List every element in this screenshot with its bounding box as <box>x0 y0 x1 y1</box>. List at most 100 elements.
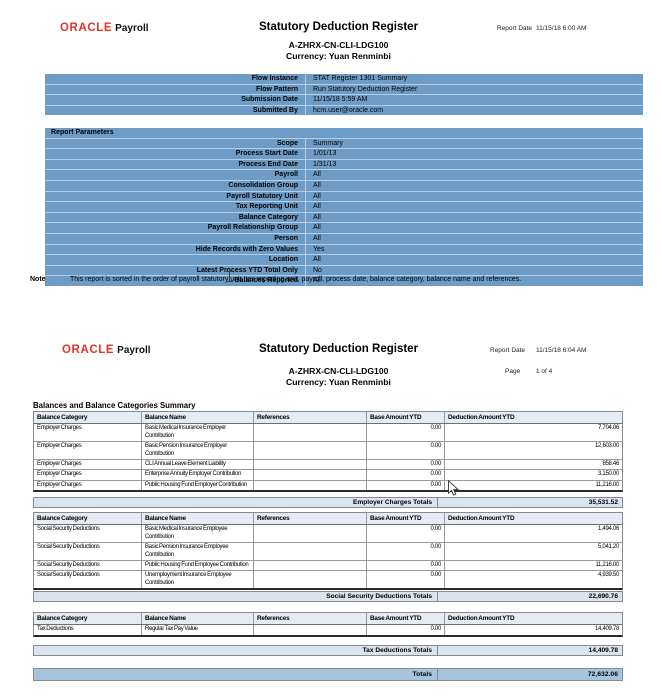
base-amount-cell: 0.00 <box>367 625 445 635</box>
references-cell <box>254 460 367 470</box>
parameter-row: Payroll Statutory Unit All <box>45 191 643 203</box>
balance-name-cell: Basic Pension Insurance Employee Contrib… <box>142 543 254 561</box>
balance-category-cell: Social Security Deductions <box>34 571 142 589</box>
column-header-references: References <box>254 613 367 625</box>
totals-value: 14,409.78 <box>588 647 618 654</box>
parameter-label: Payroll Relationship Group <box>207 224 298 232</box>
column-header-base-amount: Base Amount YTD <box>367 513 445 525</box>
parameter-label: Person <box>274 234 298 242</box>
references-cell <box>254 543 367 561</box>
table-row: Employer Charges Public Housing Fund Emp… <box>34 480 622 491</box>
parameter-row: Tax Reporting Unit All <box>45 202 643 213</box>
flow-info-label: Flow Instance <box>251 75 298 82</box>
balance-category-cell: Social Security Deductions <box>34 525 142 543</box>
page1-currency-line: Currency: Yuan Renminbi <box>286 51 391 61</box>
parameter-label: Payroll Statutory Unit <box>226 192 298 200</box>
table-row: Social Security Deductions Basic Pension… <box>34 543 622 562</box>
parameter-row: Latest Process YTD Total Only No <box>45 265 643 277</box>
parameter-row: Scope Summary <box>45 138 643 150</box>
flow-info-row: Submitted By hcm.user@oracle.com <box>45 105 643 116</box>
oracle-payroll-logo: ORACLE Payroll <box>60 22 149 34</box>
page2-report-subtitle: A-ZHRX-CN-CLI-LDG100 <box>288 366 389 376</box>
deduction-amount-cell: 858.46 <box>602 461 619 468</box>
balance-name-cell: Basic Medical Insurance Employer Contrib… <box>142 424 254 442</box>
employer-charges-rows: Employer Charges Basic Medical Insurance… <box>34 424 622 491</box>
report-parameters-header: Report Parameters <box>45 128 643 139</box>
parameter-row: Process Start Date 1/01/13 <box>45 149 643 160</box>
balance-name-cell: Regular Tax Pay Value <box>142 625 254 635</box>
table-header-row: Balance Category Balance Name References… <box>34 513 622 526</box>
totals-label: Social Security Deductions Totals <box>34 592 438 601</box>
parameter-label: Hide Records with Zero Values <box>195 245 298 253</box>
balance-category-cell: Employer Charges <box>34 470 142 480</box>
balance-category-cell: Social Security Deductions <box>34 543 142 561</box>
table-row: Employer Charges Basic Pension Insurance… <box>34 442 622 461</box>
oracle-wordmark: ORACLE <box>60 22 113 34</box>
column-header-base-amount: Base Amount YTD <box>367 412 445 424</box>
base-amount-cell: 0.00 <box>367 561 445 571</box>
parameter-label: Balance Category <box>238 213 298 221</box>
flow-info-label: Submitted By <box>252 106 298 114</box>
oracle-payroll-logo-page2: ORACLE Payroll <box>62 344 151 356</box>
tax-deductions-totals-row: Tax Deductions Totals 14,409.78 <box>33 645 623 656</box>
parameter-value: All <box>305 255 643 265</box>
parameter-label: Process Start Date <box>235 150 298 158</box>
references-cell <box>254 442 367 460</box>
parameter-row: Location All <box>45 255 643 266</box>
flow-info-value: STAT Register 1301 Summary <box>305 74 643 84</box>
report-parameters-rows: Scope Summary Process Start Date 1/01/13… <box>45 138 643 286</box>
column-header-base-amount: Base Amount YTD <box>367 613 445 625</box>
report-parameters-table: Report Parameters Scope Summary Process … <box>45 128 643 286</box>
parameter-value: All <box>305 276 643 286</box>
parameter-row: Balance Category All <box>45 212 643 224</box>
parameter-label: Scope <box>276 139 298 147</box>
parameter-label: Balances Reported <box>234 277 298 285</box>
deduction-amount-cell: 7,704.06 <box>598 425 619 432</box>
base-amount-cell: 0.00 <box>367 442 445 460</box>
column-header-deduction-amount: Deduction Amount YTD <box>448 414 515 421</box>
grand-totals-row: Totals 72,632.06 <box>33 668 623 681</box>
references-cell <box>254 470 367 480</box>
base-amount-cell: 0.00 <box>367 460 445 470</box>
flow-info-label: Flow Pattern <box>255 85 298 93</box>
totals-value: 22,690.76 <box>588 593 618 600</box>
base-amount-cell: 0.00 <box>367 525 445 543</box>
table-header-row: Balance Category Balance Name References… <box>34 412 622 425</box>
parameter-label: Tax Reporting Unit <box>235 203 298 211</box>
deduction-amount-cell: 12,603.00 <box>595 443 619 450</box>
totals-value: 35,531.52 <box>588 499 618 506</box>
base-amount-cell: 0.00 <box>367 543 445 561</box>
parameter-value: All <box>305 180 643 191</box>
balance-category-cell: Employer Charges <box>34 442 142 460</box>
balance-category-cell: Employer Charges <box>34 460 142 470</box>
table-row: Employer Charges CLI Annual Leave Elemen… <box>34 460 622 471</box>
summary-section-title: Balances and Balance Categories Summary <box>33 401 196 410</box>
balance-name-cell: Public Housing Fund Employee Contributio… <box>142 561 254 571</box>
balance-category-cell: Employer Charges <box>34 424 142 442</box>
totals-label: Employer Charges Totals <box>34 498 438 507</box>
flow-info-value: Run Statutory Deduction Register <box>305 84 643 95</box>
deduction-amount-cell: 5,041.20 <box>598 544 619 551</box>
totals-label: Tax Deductions Totals <box>34 646 438 655</box>
deduction-amount-cell: 11,216.00 <box>595 481 619 488</box>
page2-report-date-value: 11/15/18 6:04 AM <box>536 347 587 354</box>
table-header-row: Balance Category Balance Name References… <box>34 613 622 626</box>
deduction-amount-cell: 1,494.06 <box>598 526 619 533</box>
column-header-deduction-amount: Deduction Amount YTD <box>448 515 515 522</box>
balance-name-cell: Public Housing Fund Employer Contributio… <box>142 480 254 491</box>
column-header-deduction-amount: Deduction Amount YTD <box>448 615 515 622</box>
table-row: Social Security Deductions Unemployment … <box>34 571 622 589</box>
base-amount-cell: 0.00 <box>367 571 445 589</box>
flow-info-value: hcm.user@oracle.com <box>305 105 643 116</box>
parameter-label: Latest Process YTD Total Only <box>196 266 298 274</box>
references-cell <box>254 625 367 635</box>
column-header-balance-name: Balance Name <box>142 513 254 525</box>
page-number-value: 1 of 4 <box>536 368 553 375</box>
parameter-row: Process End Date 1/31/13 <box>45 159 643 171</box>
mouse-arrow-icon <box>447 479 460 497</box>
grand-totals-value: 72,632.06 <box>587 671 618 678</box>
parameter-value: 1/31/13 <box>305 159 643 170</box>
page1-report-date-value: 11/15/18 6:00 AM <box>536 25 587 32</box>
deduction-amount-cell: 4,939.50 <box>598 572 619 579</box>
column-header-balance-category: Balance Category <box>34 613 142 625</box>
